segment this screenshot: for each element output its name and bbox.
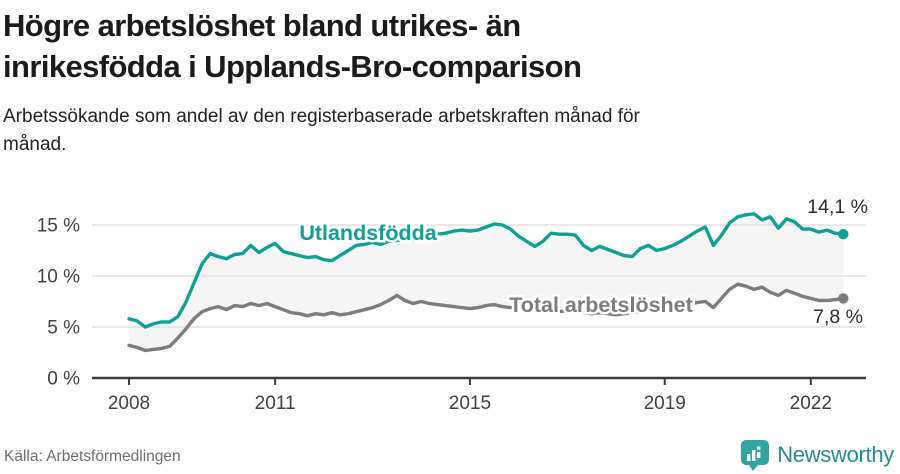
newsworthy-bars-icon: [741, 440, 770, 471]
series-line-1: [127, 282, 845, 353]
unemployment-line-chart: 0 % 5 % 10 % 15 % 2008 2011 2015 2019 2022 Utland…: [37, 196, 868, 414]
series-end-dot-1: [838, 293, 849, 304]
y-tick-label: 0 %: [47, 369, 80, 390]
chart-subtitle: Arbetssökande som andel av den registerb…: [3, 106, 640, 155]
series-name-label-0: Utlandsfödda: [299, 221, 437, 245]
x-tick-label: 2015: [449, 393, 491, 414]
x-tick-label: 2008: [108, 393, 150, 414]
newsworthy-wordmark: Newsworthy: [777, 442, 894, 467]
x-tick-label: 2019: [644, 393, 686, 414]
x-tick-label: 2022: [790, 393, 832, 414]
y-tick-label: 10 %: [37, 267, 80, 288]
newsworthy-logo: Newsworthy: [740, 439, 894, 471]
chart-title: Högre arbetslöshet bland utrikes- än inr…: [3, 8, 582, 85]
chart-area: 0 % 5 % 10 % 15 % 2008 2011 2015 2019 2022 Utland…: [0, 170, 900, 430]
x-tick-label: 2011: [255, 393, 296, 414]
series-end-value-0: 14,1 %: [807, 196, 868, 218]
series-line-0: [127, 212, 845, 329]
source-attribution: Källa: Arbetsförmedlingen: [4, 448, 181, 465]
series-fill-area: [129, 213, 844, 351]
series-name-label-1: Total arbetslöshet: [509, 293, 693, 317]
y-tick-label: 15 %: [37, 216, 80, 237]
series-end-dot-0: [838, 229, 849, 240]
series-end-value-1: 7,8 %: [813, 306, 863, 328]
y-tick-label: 5 %: [47, 318, 80, 339]
